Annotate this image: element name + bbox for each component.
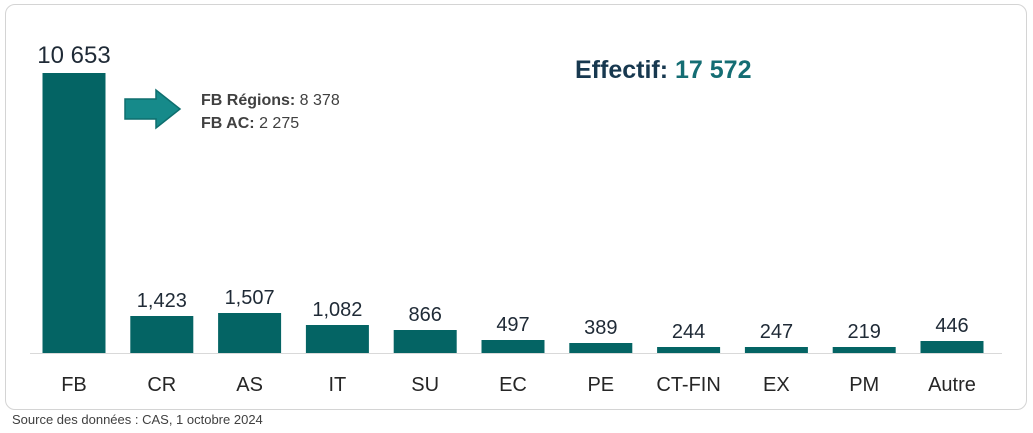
right-arrow-icon (124, 88, 182, 130)
category-label-it: IT (329, 374, 347, 396)
data-label-ct-fin: 244 (672, 321, 705, 343)
data-label-fb: 10 653 (37, 42, 110, 69)
category-label-su: SU (411, 374, 439, 396)
bar-ct-fin (657, 347, 721, 353)
data-label-pm: 219 (848, 321, 881, 343)
total-label: Effectif: (575, 56, 669, 84)
total-headcount: Effectif: 17 572 (575, 56, 751, 85)
category-label-autre: Autre (928, 374, 976, 396)
bar-pm (832, 347, 896, 353)
fb-regions-value: 8 378 (299, 92, 340, 109)
fb-breakdown-annotation: FB Régions: 8 378 FB AC: 2 275 (201, 89, 340, 135)
source-note: Source des données : CAS, 1 octobre 2024 (12, 412, 263, 427)
data-label-su: 866 (409, 304, 442, 326)
bar-autre (920, 341, 984, 353)
fb-regions-label: FB Régions: (201, 92, 296, 109)
bar-su (393, 330, 457, 353)
category-label-fb: FB (61, 374, 87, 396)
category-label-pe: PE (587, 374, 614, 396)
data-label-as: 1,507 (225, 287, 275, 309)
category-label-as: AS (236, 374, 263, 396)
bar-ec (481, 340, 545, 353)
bar-ex (744, 347, 808, 353)
data-label-ec: 497 (496, 314, 529, 336)
category-label-cr: CR (147, 374, 176, 396)
bar-as (218, 313, 282, 353)
fb-ac-label: FB AC: (201, 115, 255, 132)
bar-cr (130, 316, 194, 353)
bars-group (42, 73, 984, 353)
data-label-it: 1,082 (312, 299, 362, 321)
fb-regions-line: FB Régions: 8 378 (201, 89, 340, 112)
fb-ac-value: 2 275 (259, 115, 300, 132)
data-label-cr: 1,423 (137, 290, 187, 312)
category-label-ec: EC (499, 374, 527, 396)
bar-it (305, 325, 369, 353)
bar-fb (42, 73, 106, 353)
category-label-ex: EX (763, 374, 790, 396)
category-label-pm: PM (849, 374, 879, 396)
total-value: 17 572 (675, 56, 752, 84)
labels-group: 10 653 FB 1,423 CR 1,507 AS 1,082 IT 866 SU 497 EC 3… (37, 42, 976, 396)
data-label-pe: 389 (584, 317, 617, 339)
data-label-ex: 247 (760, 321, 793, 343)
category-label-ct-fin: CT-FIN (656, 374, 720, 396)
fb-ac-line: FB AC: 2 275 (201, 112, 340, 135)
bar-pe (569, 343, 633, 353)
data-label-autre: 446 (935, 315, 968, 337)
